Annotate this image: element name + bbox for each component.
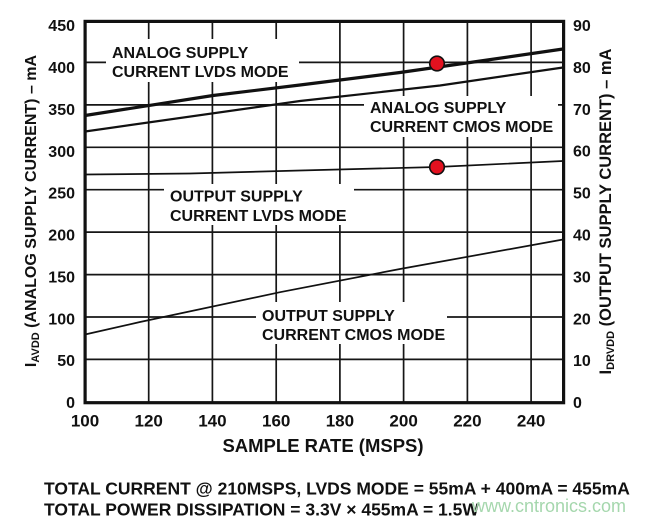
svg-text:80: 80: [573, 60, 591, 77]
svg-text:200: 200: [389, 412, 417, 431]
svg-text:400: 400: [48, 60, 75, 77]
svg-text:60: 60: [573, 144, 591, 161]
svg-text:120: 120: [135, 412, 163, 431]
svg-text:450: 450: [48, 18, 75, 35]
svg-text:CURRENT LVDS MODE: CURRENT LVDS MODE: [112, 64, 289, 81]
svg-text:10: 10: [573, 353, 591, 370]
svg-text:IAVDD (ANALOG SUPPLY CURRENT): IAVDD (ANALOG SUPPLY CURRENT) – mA: [23, 54, 42, 367]
svg-text:140: 140: [198, 412, 226, 431]
svg-text:SAMPLE RATE (MSPS): SAMPLE RATE (MSPS): [222, 435, 423, 456]
svg-text:50: 50: [573, 186, 591, 203]
svg-text:IDRVDD (OUTPUT SUPPLY CURRENT): IDRVDD (OUTPUT SUPPLY CURRENT) – mA: [597, 48, 617, 374]
svg-text:220: 220: [453, 412, 481, 431]
svg-text:www.cntronics.com: www.cntronics.com: [471, 496, 626, 516]
svg-text:50: 50: [57, 353, 75, 370]
svg-text:20: 20: [573, 311, 591, 328]
svg-text:30: 30: [573, 269, 591, 286]
svg-text:350: 350: [48, 102, 75, 119]
svg-text:0: 0: [573, 395, 582, 412]
svg-text:180: 180: [326, 412, 354, 431]
svg-text:TOTAL CURRENT @ 210MSPS, LVDS: TOTAL CURRENT @ 210MSPS, LVDS MODE = 55m…: [44, 479, 630, 499]
svg-text:0: 0: [66, 395, 75, 412]
svg-text:150: 150: [48, 269, 75, 286]
svg-text:CURRENT LVDS MODE: CURRENT LVDS MODE: [170, 208, 347, 225]
svg-text:160: 160: [262, 412, 290, 431]
svg-text:ANALOG SUPPLY: ANALOG SUPPLY: [112, 45, 249, 62]
svg-text:100: 100: [48, 311, 75, 328]
svg-text:90: 90: [573, 18, 591, 35]
svg-text:ANALOG SUPPLY: ANALOG SUPPLY: [370, 100, 507, 117]
svg-text:250: 250: [48, 186, 75, 203]
svg-text:100: 100: [71, 412, 99, 431]
svg-text:CURRENT CMOS MODE: CURRENT CMOS MODE: [370, 119, 553, 136]
svg-text:CURRENT CMOS MODE: CURRENT CMOS MODE: [262, 327, 445, 344]
svg-text:OUTPUT SUPPLY: OUTPUT SUPPLY: [170, 189, 303, 206]
svg-text:300: 300: [48, 144, 75, 161]
svg-text:OUTPUT SUPPLY: OUTPUT SUPPLY: [262, 308, 395, 325]
svg-text:240: 240: [517, 412, 545, 431]
svg-text:TOTAL POWER DISSIPATION = 3.3V: TOTAL POWER DISSIPATION = 3.3V × 455mA =…: [44, 500, 479, 520]
svg-text:200: 200: [48, 228, 75, 245]
svg-text:40: 40: [573, 228, 591, 245]
svg-text:70: 70: [573, 102, 591, 119]
